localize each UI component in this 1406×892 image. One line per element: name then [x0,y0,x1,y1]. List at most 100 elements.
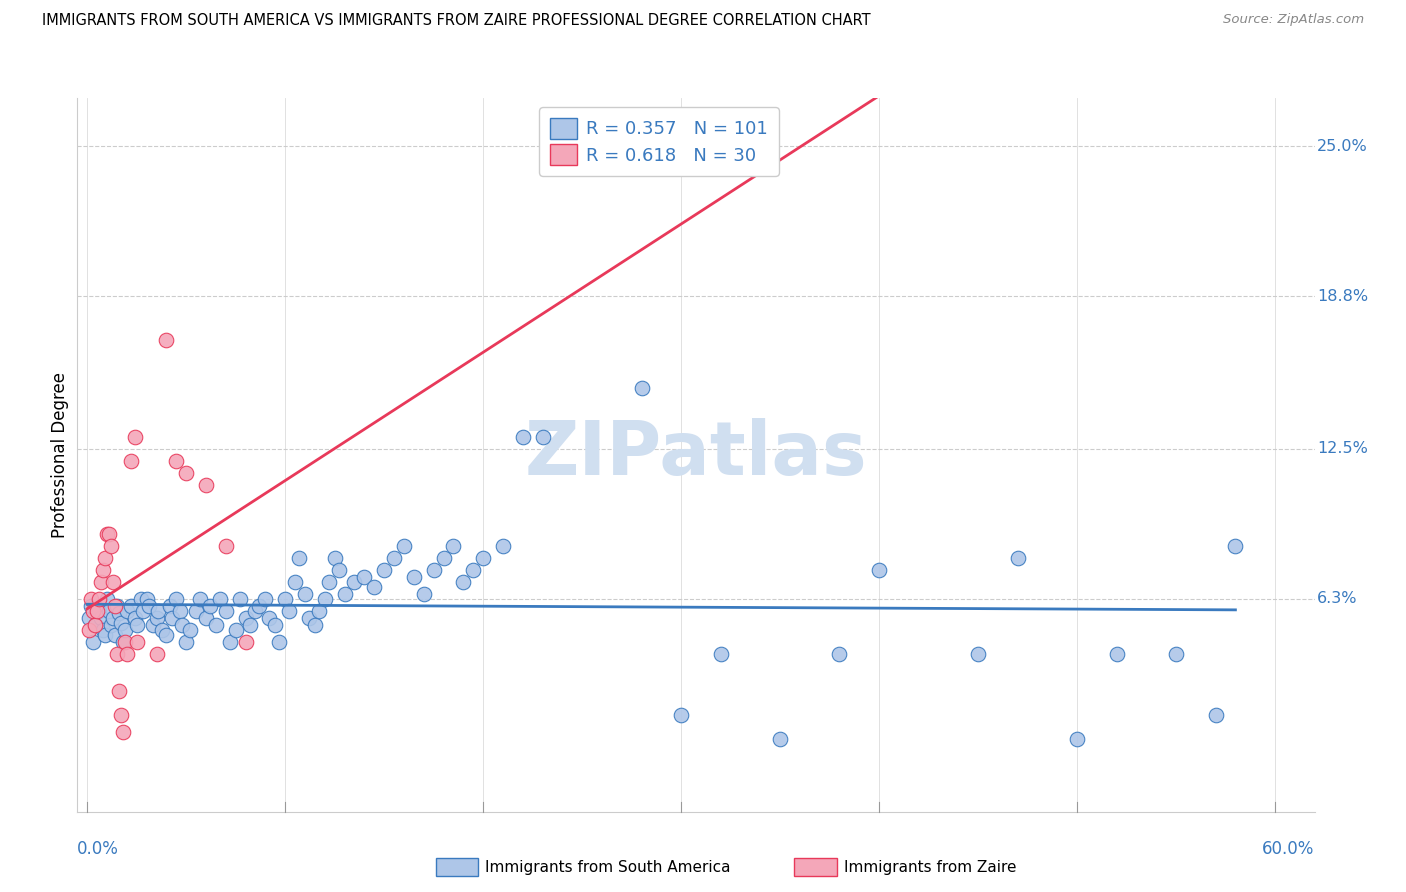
Point [94,550,117,565]
Point [531,430,554,444]
Point [298,611,321,625]
Point [1066,732,1088,747]
Point [472,550,495,565]
Point [155,333,177,347]
Point [148,604,170,618]
Point [967,648,990,662]
Point [264,618,287,632]
Point [453,574,475,589]
Point [125,618,148,632]
Point [174,635,197,649]
Point [294,587,316,601]
Point [84,618,107,632]
Point [710,648,733,662]
Point [195,611,218,625]
Point [169,604,191,618]
Point [1164,648,1187,662]
Text: 18.8%: 18.8% [1317,289,1368,304]
Point [828,648,851,662]
Point [145,611,167,625]
Point [104,599,127,613]
Point [318,574,340,589]
Point [512,430,534,444]
Point [77,624,100,638]
Point [91,563,114,577]
Point [172,618,194,632]
Point [235,611,257,625]
Point [343,574,366,589]
Point [249,599,271,613]
Point [1205,708,1227,723]
Point [225,624,247,638]
Point [215,539,238,553]
Point [145,648,167,662]
Point [208,591,231,606]
Point [868,563,890,577]
Point [218,635,240,649]
Point [110,615,132,630]
Point [96,591,118,606]
Point [179,624,201,638]
Point [769,732,792,747]
Text: 12.5%: 12.5% [1317,442,1368,457]
Point [412,587,434,601]
Point [101,574,124,589]
Point [114,624,136,638]
Point [114,635,136,649]
Point [1225,539,1247,553]
Point [91,624,114,638]
Point [100,539,122,553]
Point [1105,648,1128,662]
Point [238,618,260,632]
Point [131,604,153,618]
Point [308,604,330,618]
Point [269,635,291,649]
Legend: R = 0.357   N = 101, R = 0.618   N = 30: R = 0.357 N = 101, R = 0.618 N = 30 [538,107,779,176]
Point [165,454,187,468]
Point [363,580,385,594]
Point [155,628,177,642]
Point [443,539,465,553]
Point [110,708,132,723]
Text: Source: ZipAtlas.com: Source: ZipAtlas.com [1223,13,1364,27]
Point [259,611,281,625]
Text: Immigrants from Zaire: Immigrants from Zaire [844,860,1017,874]
Point [314,591,336,606]
Point [382,550,405,565]
Point [90,611,112,625]
Point [323,550,346,565]
Point [120,599,142,613]
Point [463,563,485,577]
Point [422,563,444,577]
Point [215,604,238,618]
Point [1007,550,1029,565]
Point [80,591,103,606]
Point [111,635,134,649]
Point [235,635,257,649]
Point [98,526,121,541]
Point [138,599,160,613]
Point [392,539,415,553]
Point [77,611,100,625]
Point [198,599,221,613]
Point [228,591,250,606]
Point [353,570,375,584]
Point [288,550,311,565]
Point [402,570,425,584]
Point [432,550,454,565]
Point [304,618,326,632]
Point [104,628,127,642]
Text: Immigrants from South America: Immigrants from South America [485,860,731,874]
Point [284,574,307,589]
Text: IMMIGRANTS FROM SOUTH AMERICA VS IMMIGRANTS FROM ZAIRE PROFESSIONAL DEGREE CORRE: IMMIGRANTS FROM SOUTH AMERICA VS IMMIGRA… [42,13,870,29]
Point [124,611,146,625]
Point [101,611,124,625]
Point [90,574,112,589]
Point [108,683,131,698]
Point [162,611,184,625]
Point [124,430,146,444]
Text: 0.0%: 0.0% [77,840,120,858]
Point [129,591,152,606]
Point [195,478,218,492]
Text: ZIPatlas: ZIPatlas [524,418,868,491]
